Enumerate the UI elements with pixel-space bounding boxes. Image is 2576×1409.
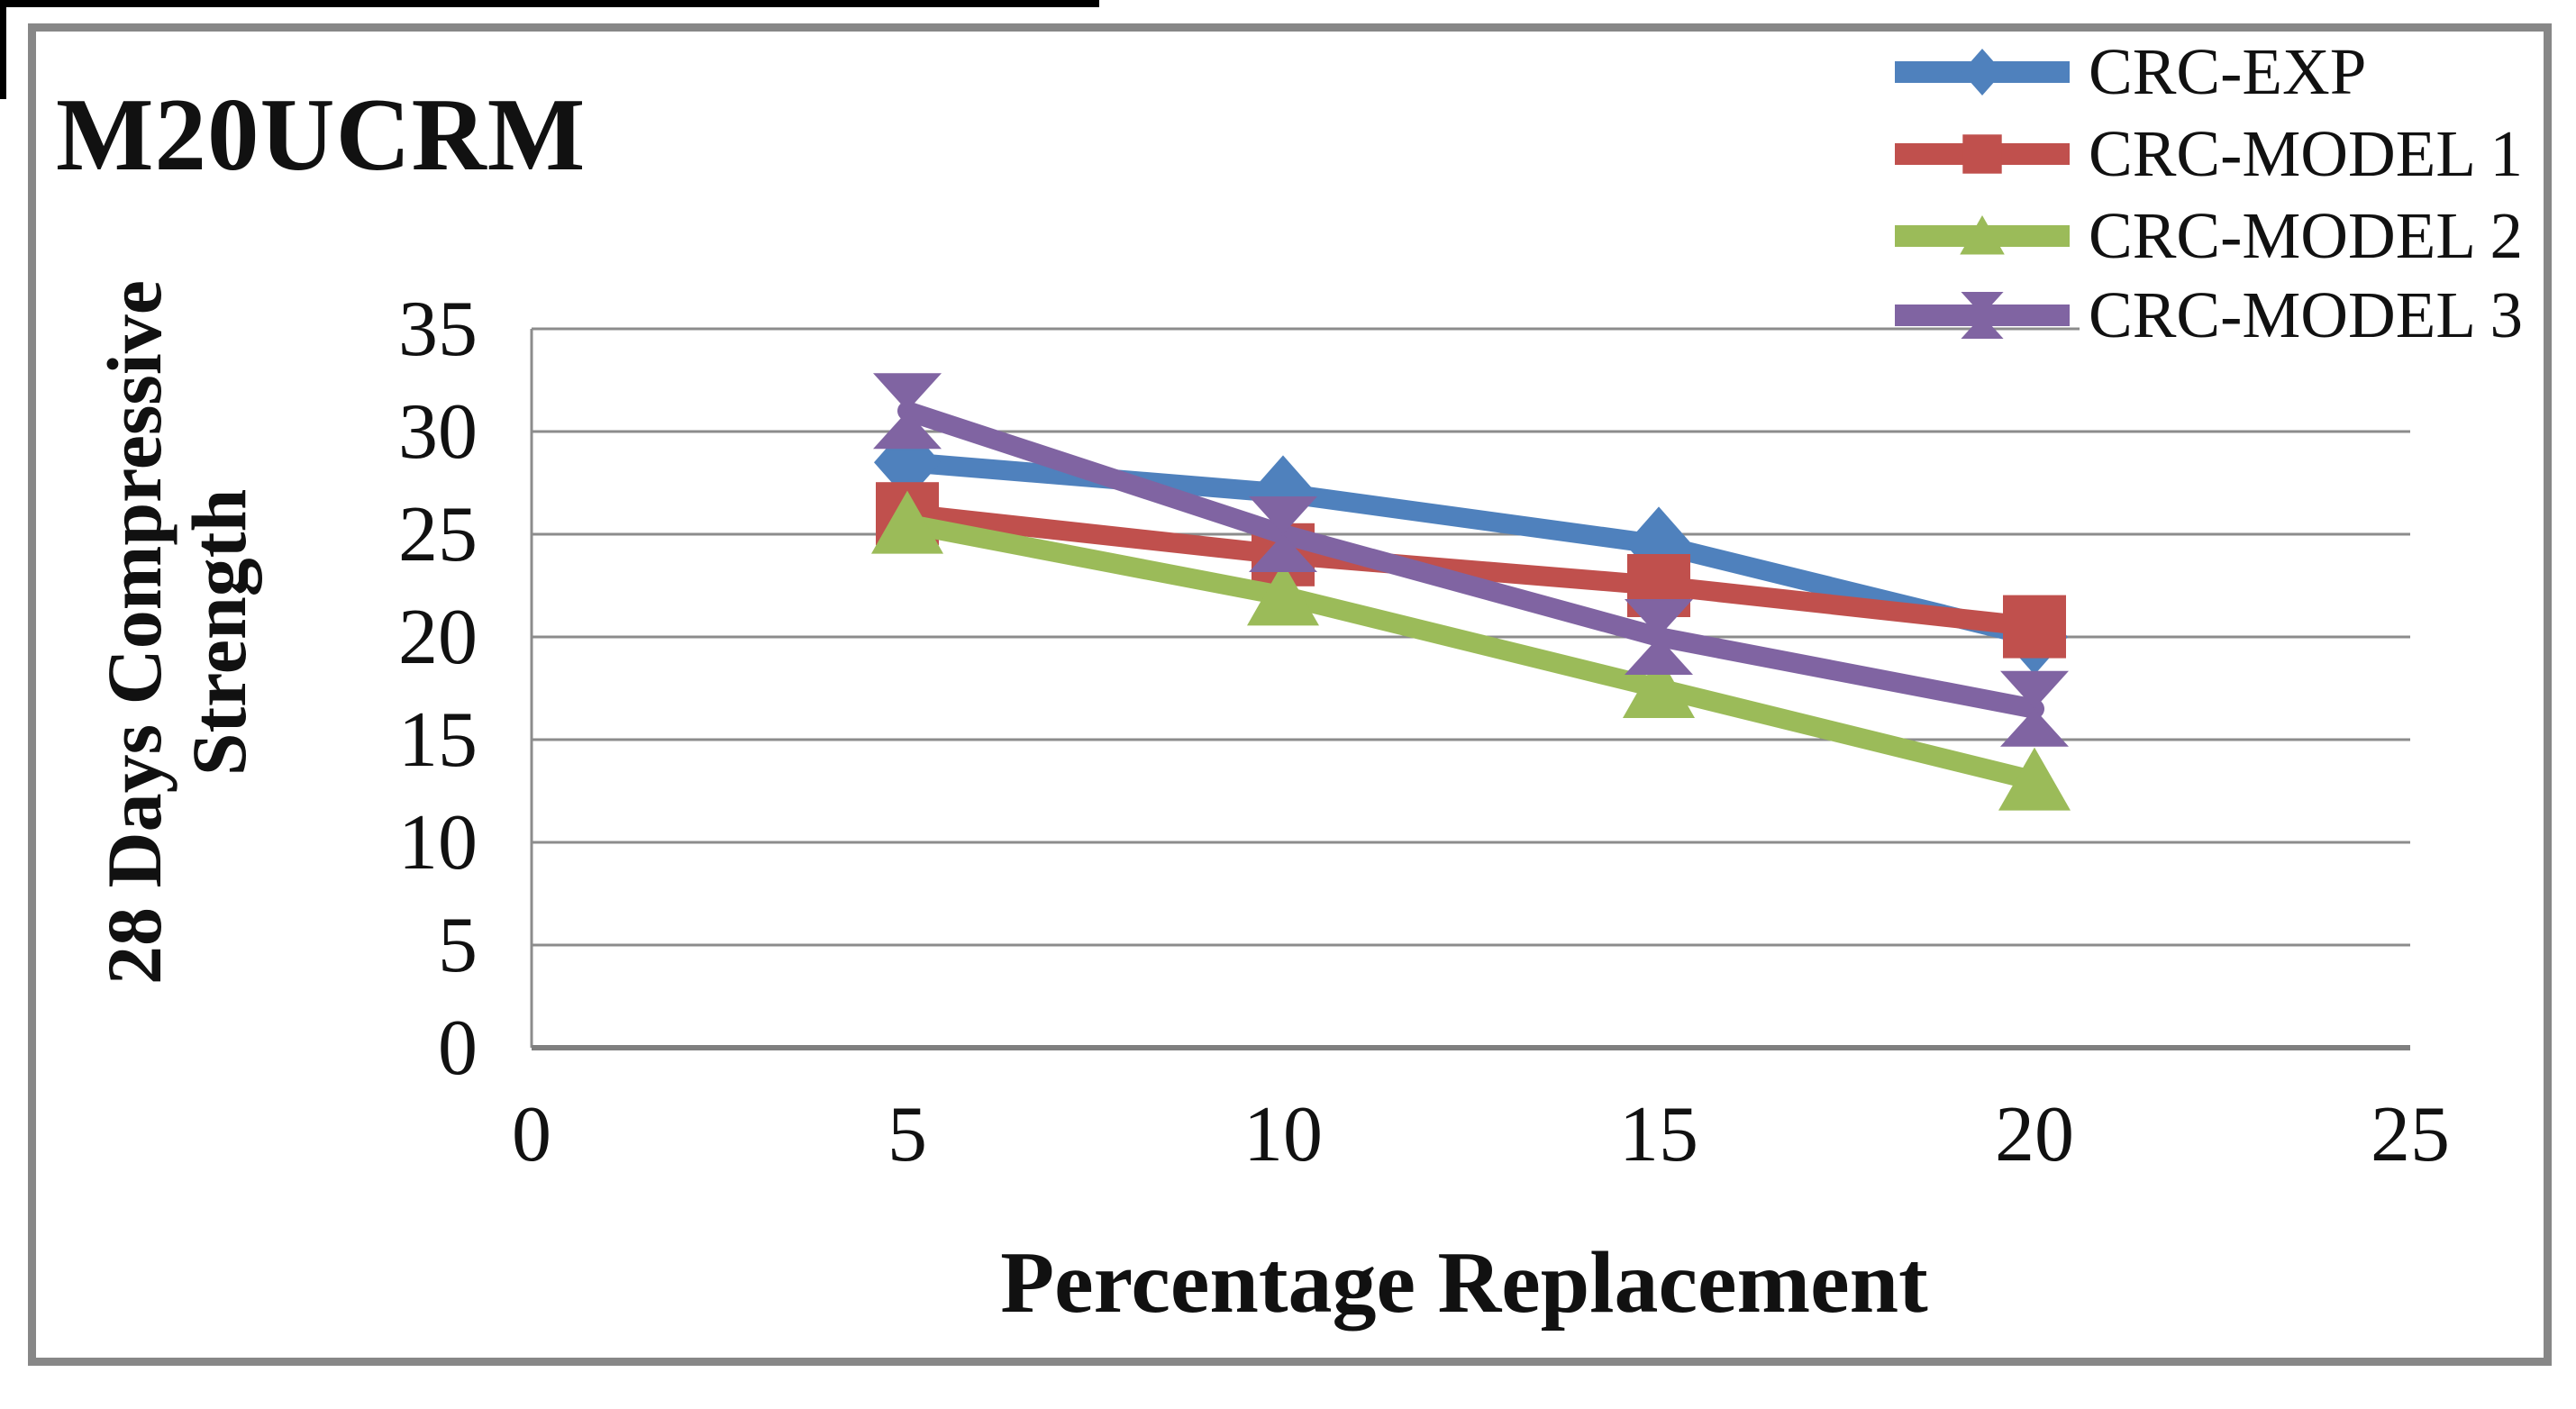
marker-crc-model-3-10 <box>1249 496 1317 572</box>
chart-title: M20UCRM <box>56 77 587 192</box>
marker-crc-model-2-5 <box>871 490 943 554</box>
marker-crc-model-3-15 <box>1625 599 1693 675</box>
legend-label-crc-model-1: CRC-MODEL 1 <box>2089 117 2523 190</box>
x-tick-5: 5 <box>887 1091 927 1178</box>
legend-marker-crc-model-1 <box>1962 134 2002 174</box>
x-tick-0: 0 <box>512 1091 551 1178</box>
y-tick-15: 15 <box>398 696 478 784</box>
marker-crc-model-2-20 <box>1998 747 2071 811</box>
y-tick-5: 5 <box>438 902 478 989</box>
y-tick-35: 35 <box>398 286 478 373</box>
marker-crc-model-2-15 <box>1623 655 1695 718</box>
y-axis-title-line1: 28 Days Compressive <box>91 280 177 985</box>
x-tick-25: 25 <box>2371 1091 2450 1178</box>
scan-artifact-top <box>0 0 1099 7</box>
x-tick-20: 20 <box>1995 1091 2074 1178</box>
y-tick-30: 30 <box>398 388 478 476</box>
y-tick-0: 0 <box>438 1004 478 1092</box>
legend-label-crc-model-2: CRC-MODEL 2 <box>2089 199 2523 272</box>
legend-marker-crc-model-3 <box>1961 291 2004 340</box>
marker-crc-model-3-20 <box>2000 670 2069 747</box>
y-tick-25: 25 <box>398 491 478 578</box>
x-tick-10: 10 <box>1243 1091 1323 1178</box>
marker-crc-model-3-5 <box>873 373 942 450</box>
scan-artifact-left <box>0 0 6 99</box>
x-axis-title: Percentage Replacement <box>1000 1234 1928 1332</box>
figure-border <box>28 23 2552 1366</box>
y-tick-10: 10 <box>398 799 478 886</box>
series-line-crc-model-3 <box>897 401 2044 719</box>
legend-marker-crc-exp <box>1962 48 2003 96</box>
y-tick-20: 20 <box>398 594 478 681</box>
marker-crc-model-1-20 <box>2003 595 2066 659</box>
legend-marker-crc-model-2 <box>1960 215 2005 255</box>
marker-crc-model-2-10 <box>1247 562 1319 626</box>
legend-label-crc-model-3: CRC-MODEL 3 <box>2089 278 2523 351</box>
legend-label-crc-exp: CRC-EXP <box>2089 35 2367 108</box>
series-line-crc-model-1 <box>897 504 2044 637</box>
x-tick-15: 15 <box>1619 1091 1698 1178</box>
series-line-crc-model-2 <box>897 514 2044 791</box>
y-axis-title: 28 Days Compressive Strength <box>91 164 262 1101</box>
y-axis-title-line2: Strength <box>176 488 262 777</box>
